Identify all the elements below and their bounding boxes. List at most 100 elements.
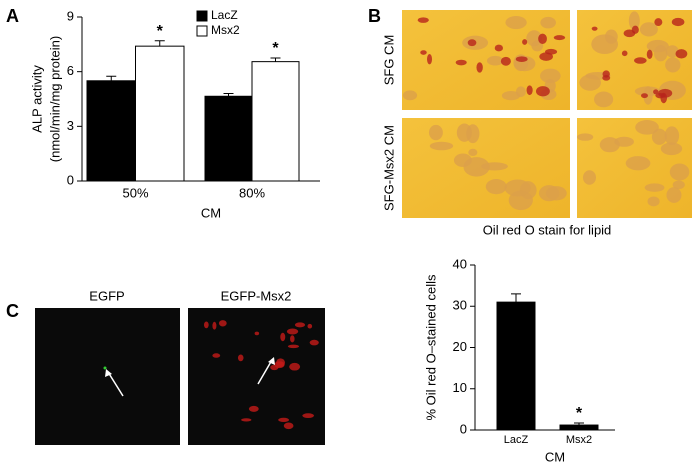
cell — [538, 33, 547, 44]
significance: * — [576, 405, 583, 422]
cell — [621, 50, 628, 57]
row-label: SFG-Msx2 CM — [381, 125, 396, 211]
cell — [540, 16, 556, 29]
cell — [526, 85, 533, 96]
x-tick-label: LacZ — [504, 434, 529, 446]
column-label: EGFP-Msx2 — [221, 288, 292, 303]
legend-swatch — [196, 10, 208, 22]
cell — [631, 25, 639, 34]
cell — [427, 53, 433, 65]
cell — [577, 133, 594, 141]
cell — [635, 120, 659, 135]
cell — [671, 17, 685, 27]
cell — [522, 39, 528, 45]
cell — [602, 70, 610, 78]
error-bar — [574, 422, 584, 426]
cell — [653, 89, 659, 95]
cell — [280, 332, 286, 342]
bar — [86, 80, 136, 182]
cell — [237, 354, 244, 362]
cell — [639, 22, 658, 37]
cell — [283, 422, 294, 430]
error-bar — [106, 75, 117, 81]
cell — [307, 323, 313, 329]
significance: * — [272, 40, 279, 57]
bar — [559, 424, 599, 431]
arrow — [257, 359, 273, 385]
arrow-head — [105, 369, 112, 377]
x-tick-label: Msx2 — [566, 434, 592, 446]
cell — [646, 49, 653, 60]
y-tick-label: 40 — [453, 256, 467, 271]
legend-swatch — [196, 25, 208, 37]
cell — [286, 328, 299, 335]
row-label: SFG CM — [381, 35, 396, 86]
bar — [135, 45, 185, 182]
cell — [599, 137, 620, 153]
cell — [664, 126, 680, 146]
cell — [660, 92, 667, 104]
cell — [309, 339, 319, 346]
cell — [553, 35, 566, 41]
cell — [644, 183, 665, 192]
cell — [540, 68, 561, 84]
legend-label: Msx2 — [211, 23, 240, 37]
cell — [660, 142, 683, 156]
cell — [666, 187, 682, 203]
bar — [204, 95, 253, 182]
cell — [531, 40, 544, 52]
cell — [203, 321, 209, 329]
cell — [254, 331, 260, 336]
cell — [241, 418, 252, 422]
cell — [276, 358, 285, 367]
cell — [501, 91, 521, 101]
y-tick-label: 0 — [460, 421, 467, 436]
cell — [675, 49, 688, 59]
bar — [496, 301, 536, 431]
y-tick-label: 30 — [453, 298, 467, 313]
significance: * — [157, 23, 164, 40]
cell — [625, 156, 651, 171]
cell — [302, 413, 315, 419]
micrographs — [35, 10, 692, 445]
cell — [647, 196, 660, 207]
cell — [500, 56, 511, 66]
panel-label: B — [368, 6, 381, 26]
panel-label: C — [6, 301, 19, 321]
cell — [278, 417, 290, 422]
cell — [582, 170, 597, 185]
y-tick-label: 6 — [67, 63, 74, 78]
cell — [402, 90, 418, 101]
cell — [672, 180, 685, 190]
cell — [515, 56, 528, 62]
cell — [428, 124, 443, 141]
cell — [591, 34, 619, 55]
cell — [641, 93, 648, 99]
cell — [634, 57, 647, 64]
cell — [429, 141, 454, 151]
cell — [485, 179, 507, 195]
x-tick-label: 80% — [239, 185, 265, 200]
arrow-head — [268, 357, 275, 365]
cell — [538, 185, 560, 202]
cell — [287, 344, 300, 349]
y-tick-label: 10 — [453, 380, 467, 395]
cell — [289, 362, 301, 371]
x-tick-label: 50% — [122, 185, 148, 200]
cell — [420, 50, 427, 55]
cell — [665, 57, 681, 73]
y-axis-label: ALP activity — [29, 65, 44, 133]
cell — [591, 26, 598, 31]
x-axis-label: CM — [201, 205, 221, 220]
bar — [251, 61, 300, 182]
cell — [646, 39, 669, 53]
error-bar — [154, 40, 165, 47]
y-tick-label: 20 — [453, 339, 467, 354]
cell — [218, 320, 227, 327]
caption: Oil red O stain for lipid — [483, 222, 612, 237]
y-tick-label: 3 — [67, 118, 74, 133]
cell — [468, 148, 478, 157]
column-label: EGFP — [89, 288, 124, 303]
cell — [628, 11, 640, 31]
